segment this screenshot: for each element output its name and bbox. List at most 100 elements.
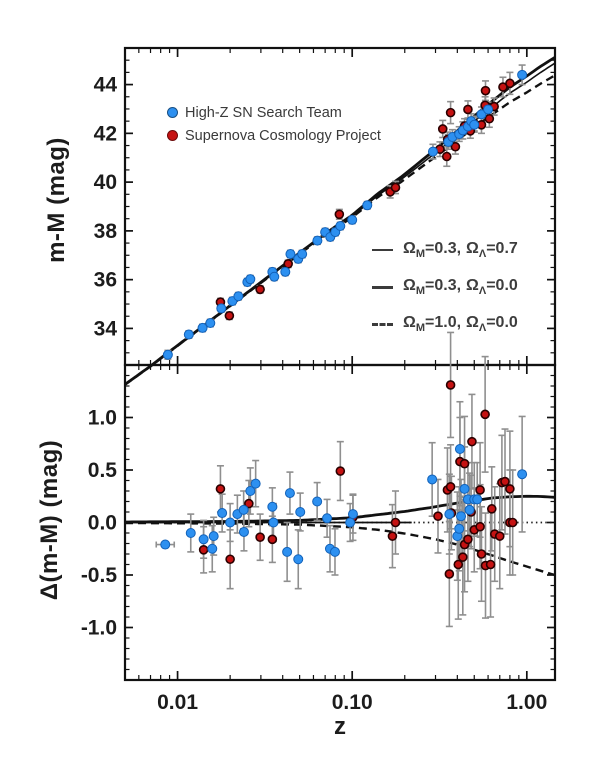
data-point [444,569,455,579]
data-point [444,509,455,520]
data-point [345,517,356,528]
data-point [390,517,401,528]
data-point [483,104,494,115]
data-point [362,200,373,211]
y-tick-label: 44 [94,74,118,97]
legend-item-lcdm: ΩM=0.3, ΩΛ=0.7 [372,239,518,261]
data-point [480,85,491,96]
data-point [427,474,438,485]
data-point [297,249,308,260]
x-tick-label: 1.00 [506,691,547,714]
y-tick-label: 42 [94,122,117,145]
data-point [450,141,461,152]
y-tick-label: 1.0 [88,407,117,430]
eds-label: ΩM=1.0, ΩΛ=0.0 [403,314,518,334]
data-point [160,539,171,550]
legend-item-open: ΩM=0.3, ΩΛ=0.0 [372,276,518,298]
data-point [505,78,515,89]
data-point [162,349,173,360]
data-point [445,481,456,492]
team-legend: High-Z SN Search Team Supernova Cosmolog… [167,101,381,147]
y-tick-label: 0.5 [88,459,118,482]
scp-label: Supernova Cosmology Project [185,127,381,144]
model-legend: ΩM=0.3, ΩΛ=0.7 ΩM=0.3, ΩΛ=0.0 ΩM=1.0, ΩΛ=0.… [372,239,518,350]
data-point [205,318,216,329]
data-point [312,235,323,246]
data-point [284,488,295,499]
y-tick-label: -0.5 [81,564,118,587]
legend-item-highz: High-Z SN Search Team [167,101,381,124]
data-point [347,214,358,225]
data-point [269,271,280,282]
top-y-axis-title: m-M (mag) [43,137,70,263]
data-point [463,104,473,115]
data-point [453,559,464,570]
data-point [445,107,456,118]
data-point [225,517,236,528]
data-point [238,526,249,537]
data-point [217,508,228,519]
data-point [285,249,296,260]
data-point [507,517,518,528]
data-point [347,509,358,520]
data-point [283,259,293,269]
data-point [472,494,483,505]
data-point [517,69,528,80]
x-axis-title: z [334,713,346,740]
data-point [293,554,304,565]
data-point [245,274,256,285]
data-point [198,534,209,545]
data-point [494,531,505,541]
y-tick-label: 34 [94,317,118,340]
data-point [268,517,279,528]
data-point [437,124,448,134]
data-point [475,521,485,532]
data-point [198,544,209,555]
solid-thin-line-icon [372,249,393,251]
data-point [225,554,235,565]
data-point [250,478,261,489]
data-point [517,469,528,480]
x-tick-label: 0.01 [157,691,198,714]
data-point [244,498,254,509]
dashed-line-icon [372,322,393,326]
data-point [215,484,226,494]
y-tick-label: 36 [94,269,117,292]
highz-marker-icon [167,107,178,118]
legend-item-scp: Supernova Cosmology Project [167,124,381,147]
data-point [464,504,475,515]
data-point [312,496,323,507]
data-point [475,485,485,495]
data-point [208,531,219,542]
data-point [476,549,487,559]
bottom-y-axis-title: Δ(m-M) (mag) [36,439,63,601]
data-point [233,291,244,302]
data-point [282,546,293,557]
data-point [445,380,456,390]
data-point [267,501,278,512]
data-point [476,109,487,120]
solid-thick-line-icon [372,285,393,289]
data-point [280,266,291,277]
scp-marker-icon [167,130,178,141]
data-point [329,546,340,557]
data-point [459,458,470,469]
legend-item-eds: ΩM=1.0, ΩΛ=0.0 [372,313,518,335]
data-point [427,146,438,157]
data-point [245,486,256,496]
data-point [500,476,510,487]
lcdm-label: ΩM=0.3, ΩΛ=0.7 [403,240,518,260]
data-point [458,552,468,562]
y-tick-label: -1.0 [81,617,117,640]
data-point [207,543,218,554]
x-tick-label: 0.10 [332,691,373,714]
data-point [469,119,480,130]
data-point [224,310,235,321]
data-point [185,528,196,538]
data-point [486,504,497,514]
data-point [255,532,265,543]
data-point [387,531,398,541]
y-tick-label: 38 [94,220,118,243]
